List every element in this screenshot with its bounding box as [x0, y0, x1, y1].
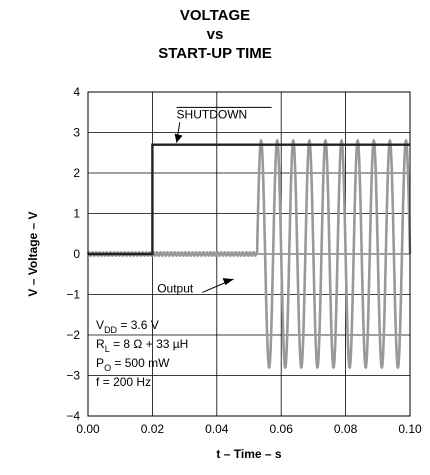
y-tick-label: −1 — [66, 288, 80, 302]
output-arrowhead — [222, 278, 234, 286]
x-tick-label: 0.06 — [270, 422, 294, 436]
y-tick-label: −4 — [66, 409, 80, 423]
x-tick-label: 0.04 — [205, 422, 229, 436]
x-axis-label: t – Time – s — [216, 447, 281, 461]
y-tick-label: 1 — [73, 207, 80, 221]
y-tick-label: 2 — [73, 166, 80, 180]
x-tick-label: 0.02 — [141, 422, 165, 436]
chart-title-line-1: VOLTAGE — [179, 7, 251, 24]
x-tick-label: 0.08 — [334, 422, 358, 436]
chart-title-line-3: START-UP TIME — [158, 45, 272, 62]
y-tick-label: 0 — [73, 247, 80, 261]
y-tick-label: 3 — [73, 126, 80, 140]
condition-label: f = 200 Hz — [96, 375, 151, 389]
condition-label: RL = 8 Ω + 33 µH — [96, 337, 188, 354]
condition-label: PO = 500 mW — [96, 356, 170, 373]
chart-title-line-2: vs — [206, 26, 224, 43]
y-tick-label: −2 — [66, 328, 80, 342]
x-tick-label: 0.10 — [398, 422, 422, 436]
series-layer — [86, 138, 412, 370]
y-tick-label: −3 — [66, 369, 80, 383]
y-tick-label: 4 — [73, 85, 80, 99]
shutdown-label: SHUTDOWN — [177, 107, 248, 121]
condition-label: VDD = 3.6 V — [96, 318, 159, 335]
plot-frame — [87, 91, 411, 417]
axis-ticks: 0.00 0.02 0.04 0.06 0.08 0.10 4 3 2 1 0 −1 −2 −3 −4 — [66, 85, 422, 436]
y-axis-label: V – Voltage – V — [26, 211, 40, 296]
annotations-layer: SHUTDOWN Output VDD = 3.6 V RL = 8 Ω + 33 µ… — [96, 106, 272, 389]
shutdown-arrowhead — [174, 133, 183, 143]
series-shutdown-line — [88, 143, 410, 256]
x-tick-label: 0.00 — [76, 422, 100, 436]
output-label: Output — [157, 281, 194, 295]
